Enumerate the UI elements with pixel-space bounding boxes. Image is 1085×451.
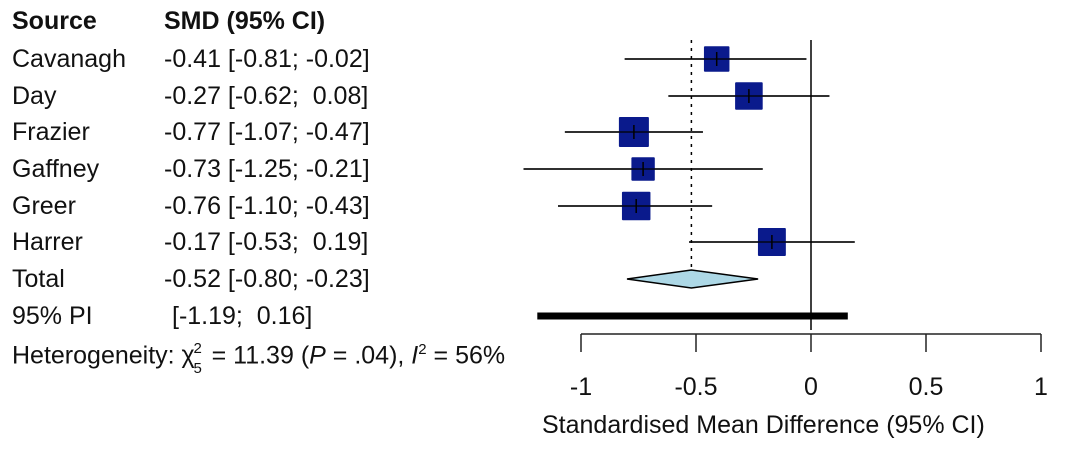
study-name: Gaffney [12,155,100,183]
study-name: Cavanagh [12,45,126,73]
i-sup: 2 [418,341,427,358]
x-tick-label: 0 [804,373,818,401]
i-value: = 56% [426,341,506,370]
x-tick-label: -1 [569,373,593,401]
p-label: P [309,341,326,370]
study-name: Greer [12,192,76,220]
x-tick-label: -0.5 [674,373,718,401]
chi-value: = 11.39 ( [204,341,310,370]
study-smd: -0.17 [-0.53; 0.19] [164,228,369,256]
x-axis-label: Standardised Mean Difference (95% CI) [542,411,985,439]
study-smd: -0.77 [-1.07; -0.47] [164,118,370,146]
i-label: I [411,341,419,370]
pi-interval: [-1.19; 0.16] [172,302,313,330]
het-prefix: Heterogeneity: [12,341,182,370]
total-diamond [626,269,759,289]
study-smd: -0.41 [-0.81; -0.02] [164,45,370,73]
prediction-interval-bar [537,312,848,320]
study-smd: -0.76 [-1.10; -0.43] [164,192,370,220]
study-name: Frazier [12,118,90,146]
pi-name: 95% PI [12,302,93,330]
x-tick-label: 1 [1034,373,1048,401]
total-smd: -0.52 [-0.80; -0.23] [164,265,370,293]
chi-symbol: χ [181,341,195,370]
chi-sup: 2 [193,340,202,358]
header-source: Source [12,7,97,35]
x-tick-label: 0.5 [908,373,944,401]
chi-sub: 5 [193,360,202,378]
study-name: Day [12,82,57,110]
p-value: = .04), [325,341,412,370]
total-name: Total [12,265,65,293]
header-smd: SMD (95% CI) [164,7,326,35]
study-name: Harrer [12,228,83,256]
study-smd: -0.73 [-1.25; -0.21] [164,155,370,183]
study-smd: -0.27 [-0.62; 0.08] [164,82,369,110]
